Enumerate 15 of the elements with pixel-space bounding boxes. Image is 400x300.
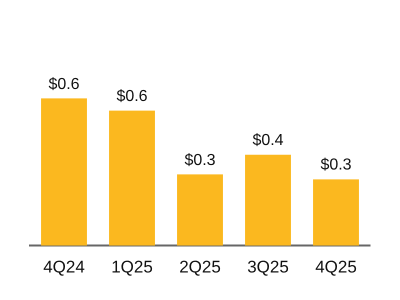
- bar: [41, 98, 87, 246]
- bar: [109, 110, 155, 246]
- data-label: $0.3: [320, 156, 352, 174]
- bar: [313, 179, 359, 246]
- x-tick-label: 2Q25: [179, 257, 221, 276]
- data-label: $0.4: [252, 132, 284, 150]
- data-label: $0.6: [48, 76, 80, 93]
- bar: [177, 174, 223, 246]
- x-tick-label: 4Q24: [43, 257, 85, 276]
- x-tick-label: 3Q25: [247, 257, 289, 276]
- data-label: $0.6: [116, 88, 148, 106]
- x-tick-label: 1Q25: [111, 257, 153, 276]
- data-label: $0.3: [184, 152, 216, 169]
- x-tick-label: 4Q25: [315, 257, 357, 276]
- bar: [245, 154, 291, 246]
